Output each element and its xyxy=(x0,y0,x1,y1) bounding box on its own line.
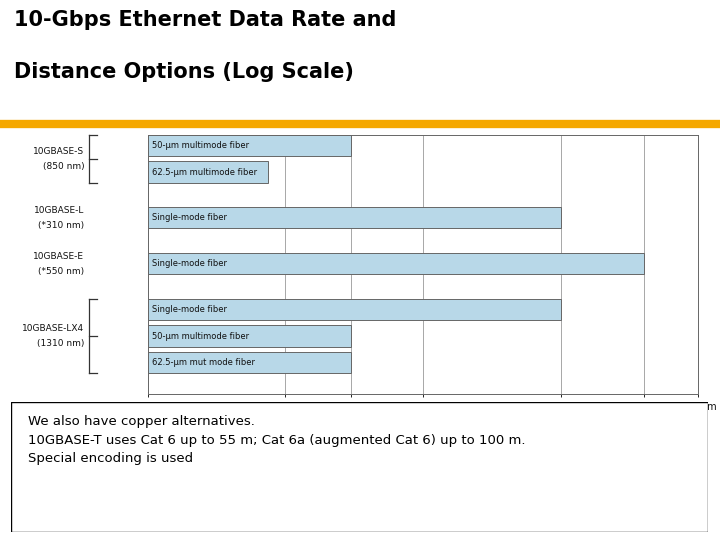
Text: 10GBASE-E: 10GBASE-E xyxy=(33,252,84,261)
Bar xyxy=(148,352,351,373)
Text: 10GBASE-LX4: 10GBASE-LX4 xyxy=(22,324,84,333)
Bar xyxy=(148,326,351,347)
Text: 62.5-μm mut mode fiber: 62.5-μm mut mode fiber xyxy=(152,358,255,367)
Text: 62.5-μm multimode fiber: 62.5-μm multimode fiber xyxy=(152,167,257,177)
Text: Distance Options (Log Scale): Distance Options (Log Scale) xyxy=(14,62,354,82)
X-axis label: Maximum distance: Maximum distance xyxy=(374,416,472,426)
Bar xyxy=(148,253,644,274)
Text: (850 nm): (850 nm) xyxy=(42,161,84,171)
Bar xyxy=(148,135,351,156)
Text: We also have copper alternatives.
10GBASE-T uses Cat 6 up to 55 m; Cat 6a (augme: We also have copper alternatives. 10GBAS… xyxy=(28,415,526,465)
Text: 50-μm multimode fiber: 50-μm multimode fiber xyxy=(152,141,249,150)
Text: (*550 nm): (*550 nm) xyxy=(38,267,84,275)
FancyBboxPatch shape xyxy=(11,402,708,532)
Text: (1310 nm): (1310 nm) xyxy=(37,339,84,348)
Bar xyxy=(148,207,561,228)
Bar xyxy=(148,161,268,183)
Text: 50-μm multimode fiber: 50-μm multimode fiber xyxy=(152,332,249,341)
Text: 10GBASE-L: 10GBASE-L xyxy=(34,206,84,215)
Text: Single-mode fiber: Single-mode fiber xyxy=(152,213,227,222)
Text: Single-mode fiber: Single-mode fiber xyxy=(152,259,227,268)
Text: 10GBASE-S: 10GBASE-S xyxy=(33,147,84,156)
Text: (*310 nm): (*310 nm) xyxy=(38,221,84,230)
Text: Single-mode fiber: Single-mode fiber xyxy=(152,305,227,314)
Text: 10-Gbps Ethernet Data Rate and: 10-Gbps Ethernet Data Rate and xyxy=(14,10,397,30)
Bar xyxy=(148,299,561,320)
